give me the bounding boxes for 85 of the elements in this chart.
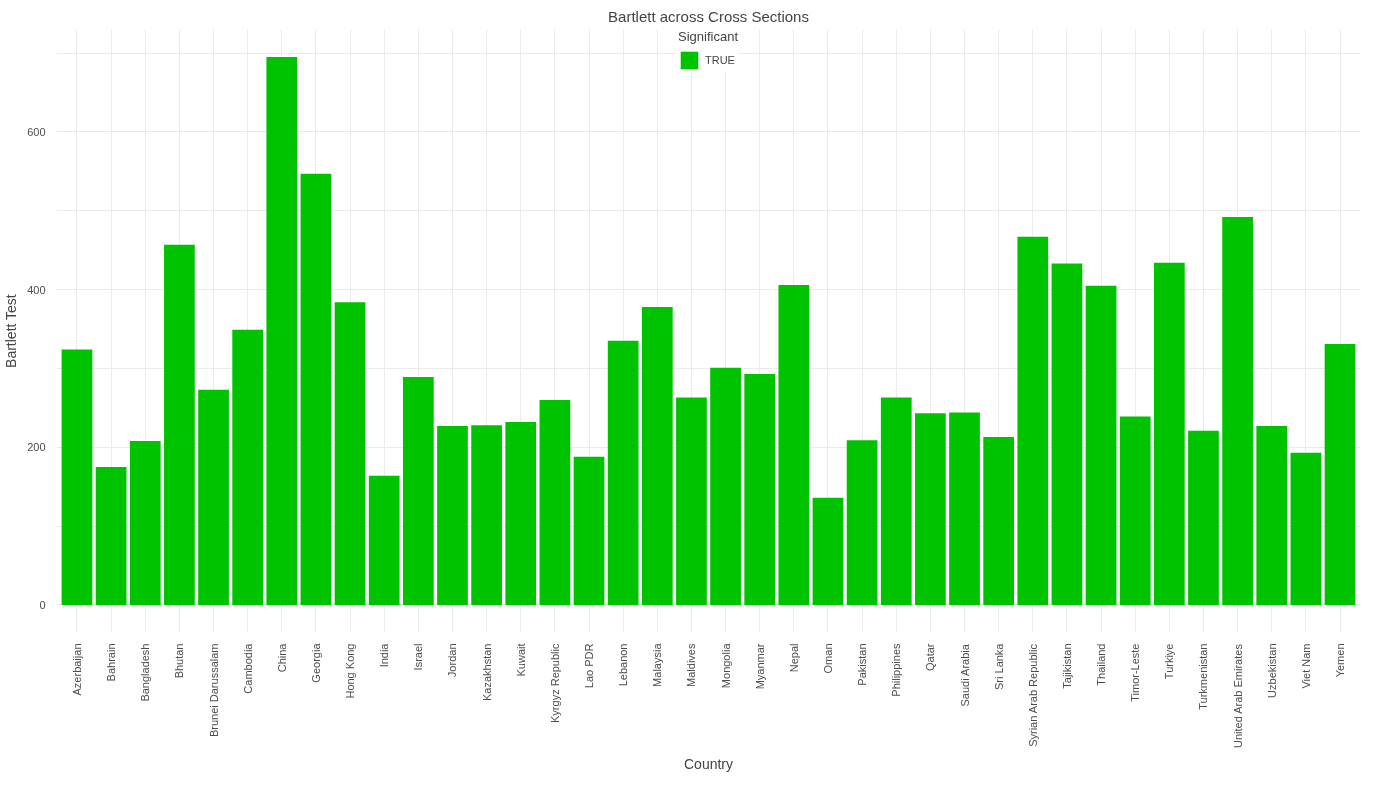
- bar: [1188, 430, 1219, 605]
- x-tick-label: Nepal: [787, 643, 800, 673]
- x-tick-label: Syrian Arab Republic: [1026, 643, 1039, 747]
- x-tick-label: Yemen: [1334, 643, 1347, 678]
- x-tick-label: Cambodia: [241, 642, 254, 694]
- x-tick-label: Turkiye: [1163, 643, 1176, 680]
- y-tick-label: 0: [39, 598, 46, 611]
- x-tick-label: Mongolia: [719, 642, 732, 689]
- bar: [164, 244, 195, 605]
- x-tick-label: Pakistan: [856, 643, 869, 686]
- x-tick-label: Jordan: [446, 643, 459, 678]
- y-axis-title: Bartlett Test: [3, 294, 20, 368]
- bar: [471, 425, 502, 605]
- bar: [983, 437, 1015, 605]
- bar: [607, 340, 639, 605]
- x-tick-label: Kuwait: [514, 643, 527, 677]
- bar: [846, 440, 878, 605]
- x-tick-label: Sri Lanka: [992, 642, 1005, 690]
- x-tick-label: Brunei Darussalam: [207, 643, 220, 738]
- bar: [300, 173, 332, 605]
- chart-title: Bartlett across Cross Sections: [608, 7, 809, 25]
- bar: [198, 389, 229, 605]
- x-tick-label: Qatar: [924, 643, 937, 672]
- x-tick-label: Thailand: [1095, 643, 1108, 686]
- bar: [232, 329, 264, 605]
- bar: [915, 413, 946, 605]
- x-tick-label: China: [275, 642, 288, 673]
- x-tick-label: Lao PDR: [583, 643, 596, 689]
- x-tick-label: Oman: [821, 643, 834, 674]
- bar: [778, 284, 810, 605]
- x-tick-label: Georgia: [309, 642, 322, 683]
- x-tick-label: Myanmar: [753, 643, 766, 690]
- bar: [266, 57, 298, 605]
- x-tick-label: Philippines: [890, 643, 903, 697]
- bar: [505, 422, 537, 605]
- bar: [402, 377, 434, 605]
- bar: [61, 349, 93, 605]
- bar: [1051, 263, 1083, 605]
- bar: [1017, 236, 1049, 605]
- bar: [368, 475, 400, 605]
- bar: [437, 425, 468, 605]
- bar: [1256, 425, 1288, 605]
- bar: [949, 412, 980, 605]
- x-tick-label: Bahrain: [105, 643, 118, 682]
- bar: [573, 456, 605, 605]
- x-tick-label: Maldives: [685, 643, 698, 687]
- y-tick-label: 200: [27, 441, 46, 454]
- x-tick-label: United Arab Emirates: [1231, 643, 1244, 749]
- x-tick-label: Malaysia: [651, 642, 664, 687]
- bar: [710, 367, 741, 605]
- bar: [1324, 344, 1356, 605]
- x-tick-label: Lebanon: [617, 643, 630, 687]
- legend-label: TRUE: [705, 54, 735, 66]
- bar: [812, 497, 844, 605]
- x-tick-label: Turkmenistan: [1197, 643, 1210, 710]
- x-tick-label: Kazakhstan: [480, 643, 493, 701]
- legend-title: Significant: [678, 29, 738, 44]
- bar: [1222, 217, 1253, 605]
- bar: [676, 397, 707, 605]
- x-axis-title: Country: [683, 756, 734, 773]
- bar: [880, 397, 912, 605]
- x-tick-label: Viet Nam: [1299, 643, 1312, 689]
- y-tick-label: 600: [27, 125, 46, 138]
- bar: [1290, 452, 1322, 605]
- bar: [129, 440, 161, 605]
- bar: [744, 373, 776, 605]
- x-tick-label: Azerbaijan: [70, 643, 83, 696]
- x-tick-label: Uzbekistan: [1265, 643, 1278, 698]
- x-tick-label: Bhutan: [173, 643, 186, 679]
- bar: [1085, 285, 1117, 605]
- x-tick-label: Tajikistan: [1060, 643, 1073, 689]
- x-tick-label: Timor-Leste: [1129, 643, 1142, 702]
- y-tick-label: 400: [27, 283, 46, 296]
- bar: [1153, 262, 1185, 605]
- bar: [95, 466, 127, 605]
- bar: [334, 302, 366, 605]
- x-tick-label: India: [378, 642, 391, 668]
- x-tick-label: Bangladesh: [139, 643, 152, 702]
- x-tick-label: Israel: [412, 643, 425, 671]
- bar: [1119, 416, 1151, 605]
- bar: [641, 306, 673, 605]
- x-tick-label: Saudi Arabia: [958, 643, 971, 707]
- x-tick-label: Kyrgyz Republic: [548, 643, 561, 723]
- bar: [539, 399, 571, 605]
- x-tick-label: Hong Kong: [344, 643, 357, 699]
